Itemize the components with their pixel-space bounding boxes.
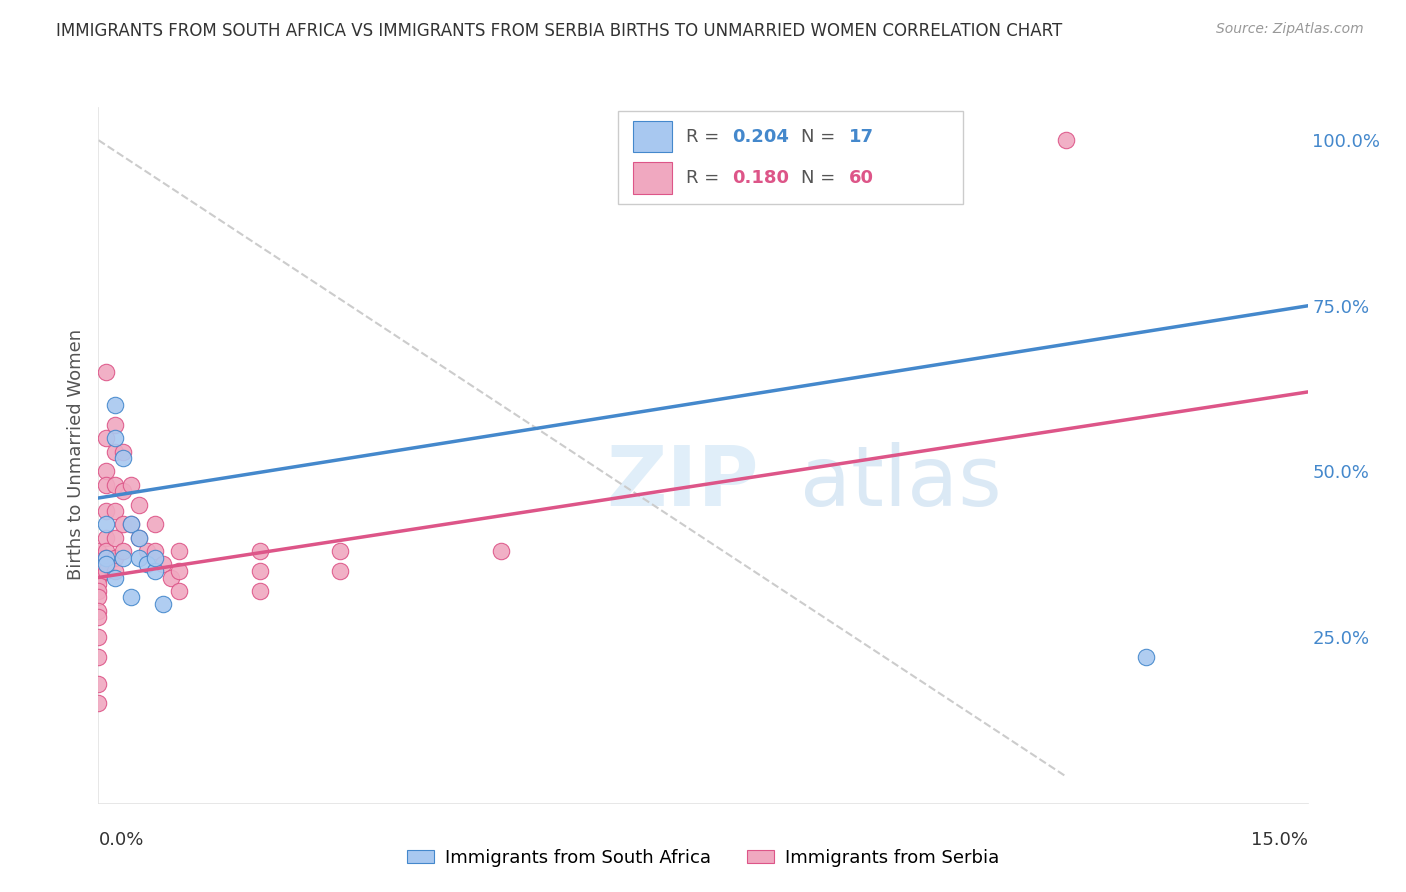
Point	[329, 544, 352, 558]
Point	[103, 570, 125, 584]
Point	[96, 558, 118, 572]
Point	[103, 477, 125, 491]
Point	[128, 498, 150, 512]
Point	[103, 550, 125, 565]
Point	[103, 431, 125, 445]
Point	[893, 133, 915, 147]
Point	[87, 650, 110, 665]
Point	[96, 544, 118, 558]
Text: atlas: atlas	[800, 442, 1001, 524]
Point	[135, 544, 157, 558]
Point	[87, 591, 110, 605]
Point	[120, 591, 142, 605]
Point	[120, 517, 142, 532]
Point	[87, 610, 110, 624]
Point	[96, 431, 118, 445]
Point	[87, 676, 110, 690]
Point	[120, 517, 142, 532]
Point	[128, 531, 150, 545]
Point	[87, 630, 110, 644]
Point	[491, 544, 513, 558]
Text: 0.0%: 0.0%	[98, 830, 143, 848]
Point	[87, 577, 110, 591]
Point	[96, 550, 118, 565]
Text: N =: N =	[801, 128, 841, 145]
Point	[143, 544, 166, 558]
Point	[111, 544, 134, 558]
Point	[103, 398, 125, 412]
Point	[128, 531, 150, 545]
Point	[87, 604, 110, 618]
Point	[103, 504, 125, 518]
Point	[103, 564, 125, 578]
FancyBboxPatch shape	[619, 111, 963, 204]
Point	[96, 517, 118, 532]
Text: 0.180: 0.180	[733, 169, 789, 187]
Point	[152, 558, 174, 572]
Point	[103, 418, 125, 433]
Point	[87, 550, 110, 565]
Point	[128, 550, 150, 565]
Point	[111, 517, 134, 532]
Point	[329, 564, 352, 578]
Text: 0.204: 0.204	[733, 128, 789, 145]
Point	[135, 558, 157, 572]
Text: 17: 17	[849, 128, 875, 145]
Point	[651, 133, 673, 147]
Point	[87, 564, 110, 578]
Text: Source: ZipAtlas.com: Source: ZipAtlas.com	[1216, 22, 1364, 37]
Text: R =: R =	[686, 169, 725, 187]
Point	[87, 558, 110, 572]
Point	[96, 504, 118, 518]
Point	[813, 133, 835, 147]
Point	[87, 583, 110, 598]
Point	[103, 531, 125, 545]
Point	[111, 550, 134, 565]
Point	[143, 564, 166, 578]
Text: 60: 60	[849, 169, 875, 187]
Point	[1054, 133, 1077, 147]
Point	[96, 465, 118, 479]
Point	[96, 531, 118, 545]
Point	[87, 570, 110, 584]
Point	[87, 570, 110, 584]
Bar	[633, 162, 672, 194]
Point	[1135, 650, 1157, 665]
Point	[87, 697, 110, 711]
Text: ZIP: ZIP	[606, 442, 759, 524]
Point	[96, 365, 118, 379]
Point	[111, 451, 134, 466]
Point	[96, 550, 118, 565]
Legend: Immigrants from South Africa, Immigrants from Serbia: Immigrants from South Africa, Immigrants…	[399, 842, 1007, 874]
Point	[96, 477, 118, 491]
Point	[96, 564, 118, 578]
Point	[87, 544, 110, 558]
Point	[167, 564, 190, 578]
Point	[160, 570, 183, 584]
Point	[249, 544, 271, 558]
Point	[103, 444, 125, 458]
Text: N =: N =	[801, 169, 841, 187]
Point	[120, 477, 142, 491]
Bar	[633, 121, 672, 153]
Text: 15.0%: 15.0%	[1250, 830, 1308, 848]
Y-axis label: Births to Unmarried Women: Births to Unmarried Women	[66, 329, 84, 581]
Point	[87, 564, 110, 578]
Point	[143, 517, 166, 532]
Point	[111, 484, 134, 499]
Point	[143, 550, 166, 565]
Text: R =: R =	[686, 128, 725, 145]
Point	[651, 133, 673, 147]
Point	[167, 583, 190, 598]
Point	[167, 544, 190, 558]
Point	[152, 597, 174, 611]
Point	[249, 583, 271, 598]
Text: IMMIGRANTS FROM SOUTH AFRICA VS IMMIGRANTS FROM SERBIA BIRTHS TO UNMARRIED WOMEN: IMMIGRANTS FROM SOUTH AFRICA VS IMMIGRAN…	[56, 22, 1063, 40]
Point	[249, 564, 271, 578]
Point	[87, 558, 110, 572]
Point	[111, 444, 134, 458]
